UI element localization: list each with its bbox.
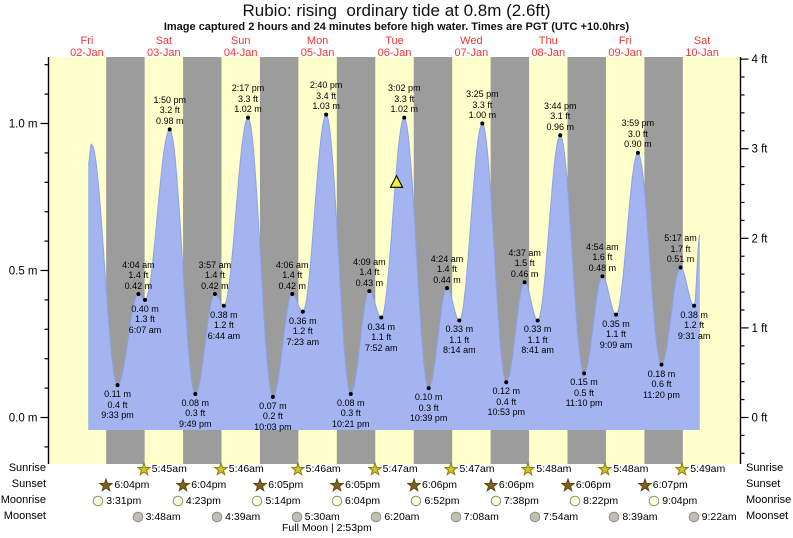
tide-event-dot [678, 265, 683, 270]
tide-event-dot [659, 362, 664, 367]
tide-event-dot [457, 318, 462, 323]
tide-event-dot [692, 303, 697, 308]
tide-event-dot [480, 121, 485, 126]
right-axis-tick-label: 4 ft [752, 54, 769, 66]
tide-event-dot [635, 150, 640, 155]
right-axis-tick-label: 1 ft [752, 323, 769, 335]
tide-event-dot [167, 127, 172, 132]
left-axis-tick-label: 0.5 m [9, 266, 38, 278]
tide-event-dot [212, 292, 217, 297]
tide-event-dot [402, 115, 407, 120]
tide-event-dot [300, 309, 305, 314]
current-time-marker [389, 174, 404, 188]
right-axis-tick-label: 3 ft [752, 144, 769, 156]
tide-event-dot [142, 297, 147, 302]
tide-event-dot [270, 394, 275, 399]
tide-event-dot [246, 115, 251, 120]
page-title: Rubio: rising ordinary tide at 0.8m (2.6… [242, 1, 551, 20]
tide-event-dot [348, 391, 353, 396]
tide-event-dot [582, 371, 587, 376]
tide-event-dot [558, 133, 563, 138]
tide-area [88, 114, 700, 430]
tide-event-dot [290, 292, 295, 297]
tide-event-dot [115, 383, 120, 388]
tide-event-dot [193, 391, 198, 396]
tide-event-dot [426, 386, 431, 391]
tide-event-dot [221, 303, 226, 308]
left-axis-tick-label: 0.0 m [9, 413, 38, 425]
tide-event-dot [379, 315, 384, 320]
tide-event-dot [324, 112, 329, 117]
left-axis-tick-label: 1.0 m [9, 119, 38, 131]
right-axis-tick-label: 2 ft [752, 233, 769, 245]
page-subtitle: Image captured 2 hours and 24 minutes be… [163, 21, 630, 33]
tide-event-dot [367, 289, 372, 294]
tide-event-dot [136, 292, 141, 297]
tide-event-dot [600, 274, 605, 279]
tide-event-dot [535, 318, 540, 323]
tide-event-dot [614, 312, 619, 317]
right-axis-tick-label: 0 ft [752, 413, 769, 425]
tide-event-dot [504, 380, 509, 385]
tide-event-dot [445, 286, 450, 291]
tide-event-dot [522, 280, 527, 285]
tide-curve [87, 113, 701, 398]
